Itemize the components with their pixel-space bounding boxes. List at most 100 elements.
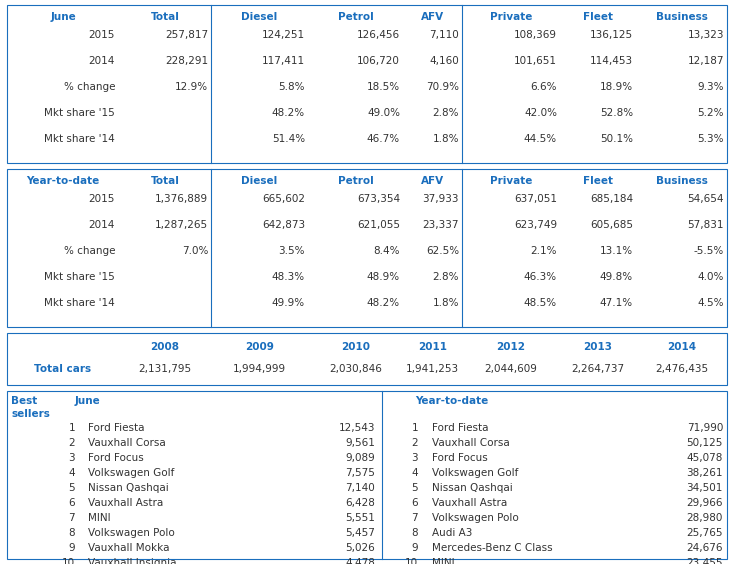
Text: Diesel: Diesel — [241, 12, 277, 22]
Text: 4,160: 4,160 — [429, 56, 459, 66]
Text: 106,720: 106,720 — [357, 56, 400, 66]
Text: 1.8%: 1.8% — [432, 298, 459, 308]
Text: Mkt share '14: Mkt share '14 — [44, 298, 115, 308]
Text: 2012: 2012 — [496, 342, 526, 352]
Text: 71,990: 71,990 — [686, 423, 723, 433]
Text: 23,455: 23,455 — [686, 558, 723, 564]
Text: 2014: 2014 — [89, 220, 115, 230]
Text: 1,376,889: 1,376,889 — [155, 194, 208, 204]
Text: 8: 8 — [68, 528, 75, 538]
Text: 48.2%: 48.2% — [272, 108, 305, 118]
Text: 6,428: 6,428 — [345, 498, 375, 508]
Text: June: June — [50, 12, 76, 22]
Text: 2,476,435: 2,476,435 — [655, 364, 708, 374]
Text: 2.8%: 2.8% — [432, 272, 459, 282]
Text: 5.8%: 5.8% — [278, 82, 305, 92]
Text: 29,966: 29,966 — [686, 498, 723, 508]
Text: 1: 1 — [411, 423, 418, 433]
Bar — [7, 5, 727, 163]
Text: 257,817: 257,817 — [165, 30, 208, 40]
Text: 7: 7 — [411, 513, 418, 523]
Text: 12,543: 12,543 — [338, 423, 375, 433]
Text: Volkswagen Golf: Volkswagen Golf — [88, 468, 175, 478]
Text: 5,551: 5,551 — [345, 513, 375, 523]
Text: Year-to-date: Year-to-date — [26, 176, 100, 186]
Text: Audi A3: Audi A3 — [432, 528, 473, 538]
Text: 46.7%: 46.7% — [367, 134, 400, 144]
Text: Vauxhall Astra: Vauxhall Astra — [432, 498, 507, 508]
Text: 9,089: 9,089 — [345, 453, 375, 463]
Text: 50,125: 50,125 — [686, 438, 723, 448]
Text: Mkt share '14: Mkt share '14 — [44, 134, 115, 144]
Text: Volkswagen Golf: Volkswagen Golf — [432, 468, 518, 478]
Text: 18.5%: 18.5% — [367, 82, 400, 92]
Text: % change: % change — [64, 82, 115, 92]
Text: 47.1%: 47.1% — [600, 298, 633, 308]
Text: 10: 10 — [405, 558, 418, 564]
Text: % change: % change — [64, 246, 115, 256]
Text: 637,051: 637,051 — [514, 194, 557, 204]
Text: 57,831: 57,831 — [688, 220, 724, 230]
Bar — [7, 169, 727, 327]
Text: 605,685: 605,685 — [590, 220, 633, 230]
Text: 685,184: 685,184 — [590, 194, 633, 204]
Text: 13.1%: 13.1% — [600, 246, 633, 256]
Text: Nissan Qashqai: Nissan Qashqai — [432, 483, 513, 493]
Text: 2: 2 — [411, 438, 418, 448]
Text: 38,261: 38,261 — [686, 468, 723, 478]
Text: 4.0%: 4.0% — [697, 272, 724, 282]
Text: 2009: 2009 — [245, 342, 274, 352]
Text: 8.4%: 8.4% — [374, 246, 400, 256]
Text: 2,131,795: 2,131,795 — [139, 364, 192, 374]
Text: 28,980: 28,980 — [686, 513, 723, 523]
Text: 114,453: 114,453 — [590, 56, 633, 66]
Text: 48.3%: 48.3% — [272, 272, 305, 282]
Text: Vauxhall Mokka: Vauxhall Mokka — [88, 543, 170, 553]
Text: 2013: 2013 — [584, 342, 612, 352]
Text: 3: 3 — [411, 453, 418, 463]
Text: 18.9%: 18.9% — [600, 82, 633, 92]
Text: Vauxhall Insignia: Vauxhall Insignia — [88, 558, 176, 564]
Text: 49.9%: 49.9% — [272, 298, 305, 308]
Text: 101,651: 101,651 — [514, 56, 557, 66]
Text: 2014: 2014 — [667, 342, 696, 352]
Text: 6: 6 — [68, 498, 75, 508]
Text: 2,030,846: 2,030,846 — [329, 364, 382, 374]
Text: Volkswagen Polo: Volkswagen Polo — [432, 513, 519, 523]
Text: 6.6%: 6.6% — [531, 82, 557, 92]
Text: 44.5%: 44.5% — [524, 134, 557, 144]
Text: 2011: 2011 — [418, 342, 447, 352]
Text: Business: Business — [655, 176, 708, 186]
Text: 6: 6 — [411, 498, 418, 508]
Text: 4.5%: 4.5% — [697, 298, 724, 308]
Text: 7: 7 — [68, 513, 75, 523]
Text: 2.1%: 2.1% — [531, 246, 557, 256]
Text: sellers: sellers — [11, 409, 50, 419]
Text: 13,323: 13,323 — [688, 30, 724, 40]
Text: 24,676: 24,676 — [686, 543, 723, 553]
Text: 2014: 2014 — [89, 56, 115, 66]
Text: 623,749: 623,749 — [514, 220, 557, 230]
Text: Mercedes-Benz C Class: Mercedes-Benz C Class — [432, 543, 553, 553]
Text: AFV: AFV — [421, 176, 444, 186]
Text: 1.8%: 1.8% — [432, 134, 459, 144]
Text: 7.0%: 7.0% — [181, 246, 208, 256]
Text: 9: 9 — [411, 543, 418, 553]
Text: 1,994,999: 1,994,999 — [233, 364, 286, 374]
Text: 12,187: 12,187 — [688, 56, 724, 66]
Text: 49.8%: 49.8% — [600, 272, 633, 282]
Text: 52.8%: 52.8% — [600, 108, 633, 118]
Text: 621,055: 621,055 — [357, 220, 400, 230]
Text: 5: 5 — [68, 483, 75, 493]
Text: 1,287,265: 1,287,265 — [155, 220, 208, 230]
Text: 5,457: 5,457 — [345, 528, 375, 538]
Text: 4: 4 — [68, 468, 75, 478]
Text: 5.2%: 5.2% — [697, 108, 724, 118]
Text: 124,251: 124,251 — [262, 30, 305, 40]
Text: 48.5%: 48.5% — [524, 298, 557, 308]
Text: 45,078: 45,078 — [686, 453, 723, 463]
Text: 7,110: 7,110 — [429, 30, 459, 40]
Text: 228,291: 228,291 — [165, 56, 208, 66]
Text: 136,125: 136,125 — [590, 30, 633, 40]
Text: Vauxhall Corsa: Vauxhall Corsa — [88, 438, 166, 448]
